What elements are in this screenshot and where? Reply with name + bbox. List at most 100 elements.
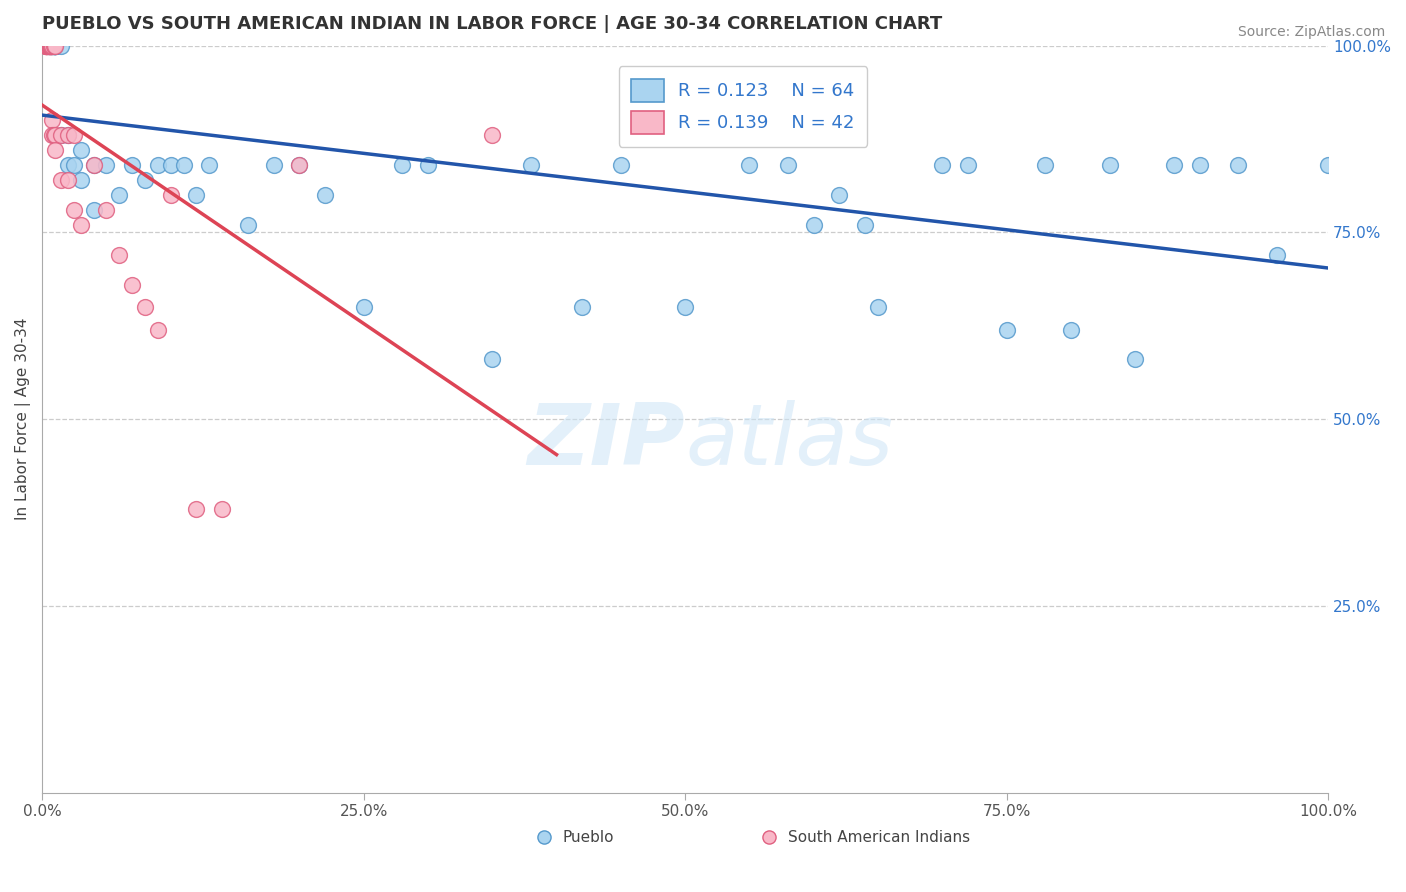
Point — [995, 322, 1018, 336]
Point — [56, 128, 79, 143]
Point — [35, 38, 58, 53]
Point — [146, 158, 169, 172]
Point — [957, 158, 980, 172]
Point — [108, 248, 131, 262]
Point — [38, 38, 60, 53]
Point — [481, 352, 503, 367]
Point — [146, 322, 169, 336]
Legend: R = 0.123    N = 64, R = 0.139    N = 42: R = 0.123 N = 64, R = 0.139 N = 42 — [619, 66, 868, 146]
Point — [56, 158, 79, 172]
Point — [198, 158, 221, 172]
Point — [481, 128, 503, 143]
Point — [44, 38, 66, 53]
Point — [134, 300, 156, 314]
Text: Source: ZipAtlas.com: Source: ZipAtlas.com — [1237, 25, 1385, 39]
Text: atlas: atlas — [685, 400, 893, 483]
Point — [931, 158, 953, 172]
Point — [1163, 158, 1185, 172]
Point — [51, 173, 73, 187]
Point — [35, 38, 58, 53]
Point — [211, 501, 233, 516]
Point — [803, 218, 825, 232]
Point — [41, 128, 63, 143]
Point — [1060, 322, 1083, 336]
Point — [1265, 248, 1288, 262]
Point — [44, 38, 66, 53]
Point — [853, 218, 876, 232]
Point — [288, 158, 311, 172]
Point — [63, 158, 86, 172]
Point — [38, 38, 60, 53]
Point — [63, 128, 86, 143]
Point — [38, 38, 60, 53]
Point — [416, 158, 439, 172]
Point — [391, 158, 413, 172]
Point — [173, 158, 195, 172]
Point — [108, 188, 131, 202]
Point — [37, 38, 59, 53]
Y-axis label: In Labor Force | Age 30-34: In Labor Force | Age 30-34 — [15, 318, 31, 520]
Point — [288, 158, 311, 172]
Point — [41, 38, 63, 53]
Point — [96, 158, 118, 172]
Point — [353, 300, 375, 314]
Point — [56, 173, 79, 187]
Text: Pueblo: Pueblo — [562, 830, 614, 845]
Point — [96, 202, 118, 217]
Point — [520, 158, 543, 172]
Point — [39, 38, 62, 53]
Text: PUEBLO VS SOUTH AMERICAN INDIAN IN LABOR FORCE | AGE 30-34 CORRELATION CHART: PUEBLO VS SOUTH AMERICAN INDIAN IN LABOR… — [42, 15, 942, 33]
Point — [673, 300, 696, 314]
Point — [236, 218, 259, 232]
Point — [39, 38, 62, 53]
Point — [42, 128, 65, 143]
Point — [39, 38, 62, 53]
Point — [38, 38, 60, 53]
Point — [42, 38, 65, 53]
Point — [44, 38, 66, 53]
Point — [38, 38, 60, 53]
Point — [134, 173, 156, 187]
Point — [38, 38, 60, 53]
Point — [263, 158, 285, 172]
Text: ZIP: ZIP — [527, 400, 685, 483]
Point — [44, 38, 66, 53]
Point — [1123, 352, 1146, 367]
Point — [776, 158, 799, 172]
Point — [39, 38, 62, 53]
Point — [828, 188, 851, 202]
Point — [51, 128, 73, 143]
Point — [1033, 158, 1056, 172]
Point — [758, 830, 780, 845]
Point — [44, 143, 66, 157]
Point — [866, 300, 889, 314]
Point — [610, 158, 633, 172]
Point — [42, 38, 65, 53]
Point — [39, 38, 62, 53]
Point — [51, 128, 73, 143]
Point — [1227, 158, 1250, 172]
Point — [35, 38, 58, 53]
Point — [1317, 158, 1340, 172]
Point — [159, 188, 181, 202]
Point — [37, 38, 59, 53]
Point — [186, 501, 208, 516]
Point — [83, 158, 105, 172]
Point — [35, 38, 58, 53]
Point — [38, 38, 60, 53]
Point — [83, 158, 105, 172]
Point — [44, 38, 66, 53]
Point — [44, 38, 66, 53]
Point — [63, 202, 86, 217]
Point — [186, 188, 208, 202]
Point — [1188, 158, 1211, 172]
Point — [44, 128, 66, 143]
Point — [533, 830, 555, 845]
Point — [121, 158, 143, 172]
Point — [38, 38, 60, 53]
Point — [42, 38, 65, 53]
Point — [42, 38, 65, 53]
Point — [738, 158, 761, 172]
Point — [56, 128, 79, 143]
Point — [314, 188, 336, 202]
